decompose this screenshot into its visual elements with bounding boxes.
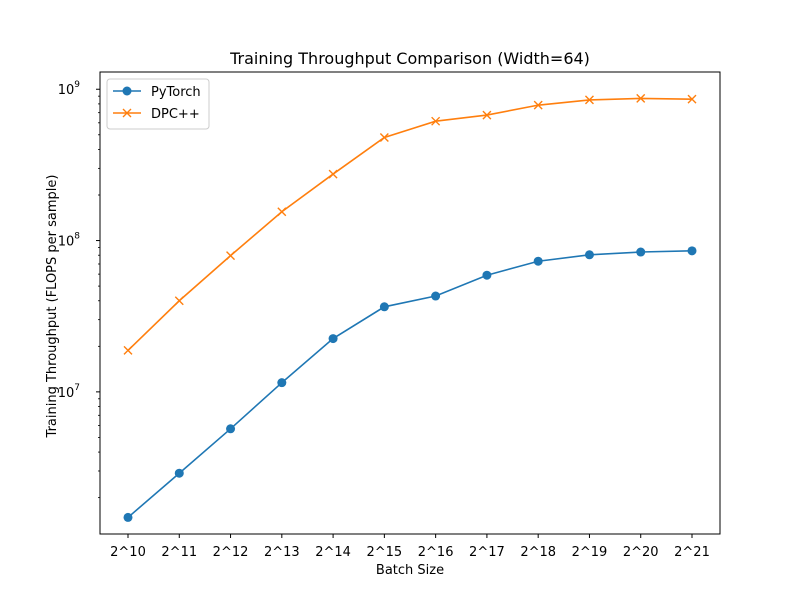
axes-frame [99, 71, 721, 535]
y-axis-label: Training Throughput (FLOPS per sample) [45, 175, 60, 439]
data-point [636, 247, 646, 257]
x-tick-label: 2^17 [469, 545, 505, 560]
legend: PyTorch DPC++ [106, 78, 210, 130]
data-point [277, 207, 287, 217]
series-line [127, 250, 693, 519]
data-point [174, 468, 184, 478]
data-point [277, 378, 287, 388]
chart-title: Training Throughput Comparison (Width=64… [229, 49, 590, 68]
data-point [533, 256, 543, 266]
data-point [123, 345, 133, 355]
data-point [226, 424, 236, 434]
x-tick-label: 2^21 [674, 545, 710, 560]
data-point [226, 251, 236, 261]
x-axis-label: Batch Size [376, 563, 444, 578]
x-tick-label: 2^15 [367, 545, 403, 560]
plot-area [123, 93, 697, 522]
x-tick-label: 2^10 [110, 545, 146, 560]
data-point [174, 296, 184, 306]
x-tick-label: 2^12 [213, 545, 249, 560]
data-point [636, 93, 646, 103]
axes: 2^10 2^11 2^12 2^13 2^14 2^15 2^16 2^17 2^18 2^19… [58, 71, 721, 560]
data-point [123, 512, 133, 522]
x-tick-label: 2^18 [520, 545, 556, 560]
data-point [482, 270, 492, 280]
data-point [533, 100, 543, 110]
data-point [687, 246, 697, 256]
x-tick-label: 2^16 [418, 545, 454, 560]
data-point [379, 302, 389, 312]
x-tick-label: 2^11 [161, 545, 197, 560]
data-point [328, 334, 338, 344]
x-tick-label: 2^20 [623, 545, 659, 560]
data-point [687, 94, 697, 104]
legend-label: PyTorch [151, 85, 201, 100]
legend-marker [122, 108, 132, 118]
x-tick-label: 2^19 [572, 545, 608, 560]
data-point [379, 132, 389, 142]
data-point [431, 116, 441, 126]
data-point [482, 110, 492, 120]
data-point [328, 169, 338, 179]
x-tick-label: 2^13 [264, 545, 300, 560]
legend-label: DPC++ [151, 107, 200, 122]
data-point [584, 95, 594, 105]
x-tick-label: 2^14 [315, 545, 351, 560]
legend-marker [122, 86, 132, 96]
data-point [584, 250, 594, 260]
series-line [127, 97, 693, 351]
data-point [431, 291, 441, 301]
